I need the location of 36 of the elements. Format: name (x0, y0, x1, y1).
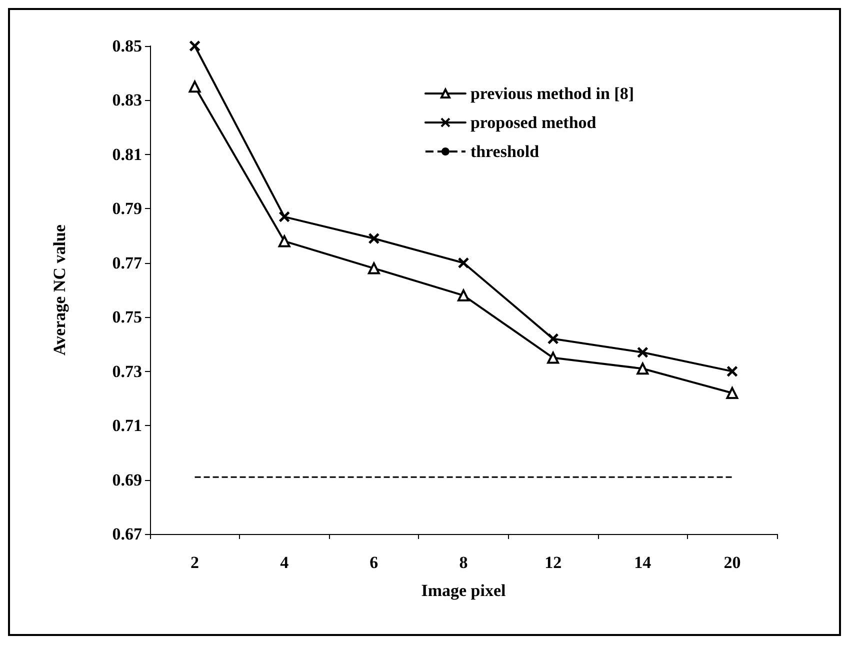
y-tick-label: 0.81 (112, 144, 142, 164)
x-tick-label: 6 (370, 553, 378, 572)
point (278, 235, 290, 248)
x-tick-label: 14 (634, 553, 652, 572)
y-tick-label: 0.85 (112, 36, 142, 56)
y-tick-label: 0.83 (112, 90, 142, 110)
x-tick-label: 8 (459, 553, 468, 572)
legend-label: threshold (470, 142, 540, 161)
point (636, 362, 649, 375)
legend-label: proposed method (470, 113, 597, 132)
point (368, 262, 380, 274)
point (278, 211, 290, 223)
y-tick-label: 0.69 (112, 470, 142, 490)
point (368, 232, 380, 244)
point (458, 289, 470, 302)
point (458, 257, 470, 269)
y-tick-label: 0.77 (112, 253, 142, 272)
y-tick-label: 0.75 (112, 308, 142, 327)
y-tick-label: 0.71 (112, 416, 142, 436)
point (726, 387, 738, 400)
y-tick-label: 0.67 (112, 524, 142, 544)
x-tick-label: 12 (544, 553, 562, 572)
point (547, 333, 559, 345)
point (189, 40, 201, 52)
x-tick-label: 4 (280, 553, 290, 572)
point (188, 80, 201, 93)
legend-label: previous method in [8] (470, 84, 634, 103)
point (726, 366, 738, 378)
x-tick-label: 20 (724, 553, 741, 572)
y-axis-title: Average NC value (50, 224, 69, 356)
x-tick-label: 2 (190, 553, 200, 572)
point (636, 346, 648, 358)
y-tick-label: 0.73 (112, 362, 142, 381)
point (547, 352, 560, 364)
x-axis-title: Image pixel (421, 581, 506, 600)
y-tick-label: 0.79 (112, 199, 142, 218)
